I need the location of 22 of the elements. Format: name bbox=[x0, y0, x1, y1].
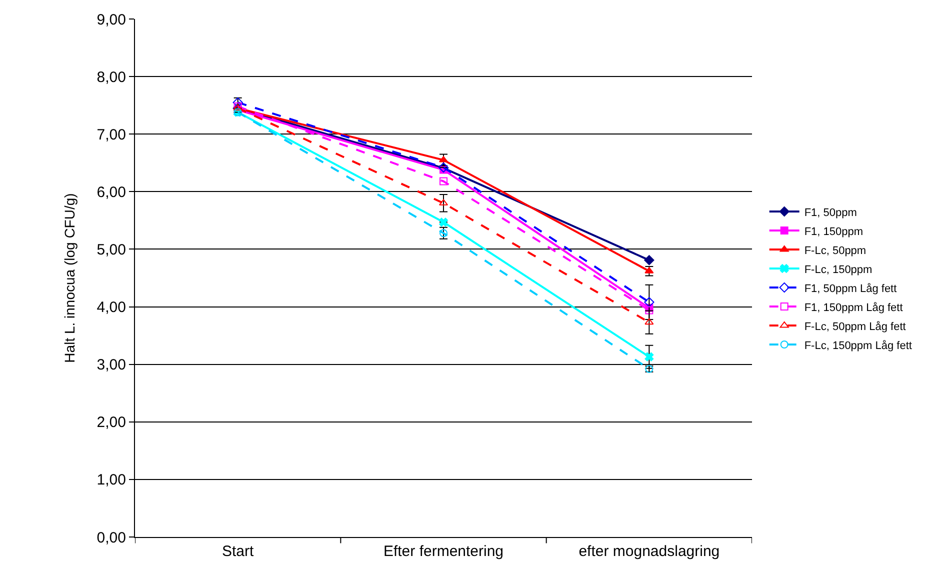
y-tick-label: 7,00 bbox=[96, 126, 126, 144]
y-tick-label: 1,00 bbox=[96, 472, 126, 489]
x-tick-label: Start bbox=[222, 543, 254, 560]
legend-label: F-Lc, 150ppm Låg fett bbox=[804, 340, 912, 352]
x-tick-label: Efter fermentering bbox=[383, 543, 504, 560]
legend-label: F-Lc, 150ppm bbox=[804, 264, 872, 276]
y-tick-label: 3,00 bbox=[96, 356, 126, 374]
x-tick-label: efter mognadslagring bbox=[578, 543, 720, 560]
y-tick-label: 9,00 bbox=[96, 11, 126, 28]
y-axis-title: Halt L. innocua (log CFU/g) bbox=[61, 193, 78, 363]
y-tick-label: 4,00 bbox=[96, 299, 126, 316]
y-tick-label: 2,00 bbox=[96, 414, 126, 432]
y-tick-label: 6,00 bbox=[96, 184, 126, 201]
legend-label: F-Lc, 50ppm Låg fett bbox=[804, 320, 906, 333]
legend-label: F1, 50ppm bbox=[804, 206, 857, 219]
legend-label: F1, 150ppm bbox=[804, 226, 864, 238]
y-tick-label: 0,00 bbox=[96, 529, 126, 546]
y-tick-label: 5,00 bbox=[96, 241, 126, 258]
y-tick-label: 8,00 bbox=[96, 68, 126, 86]
legend-label: F1, 150ppm Låg fett bbox=[804, 302, 903, 314]
legend-label: F1, 50ppm Låg fett bbox=[804, 282, 897, 295]
legend-label: F-Lc, 50ppm bbox=[804, 244, 866, 257]
